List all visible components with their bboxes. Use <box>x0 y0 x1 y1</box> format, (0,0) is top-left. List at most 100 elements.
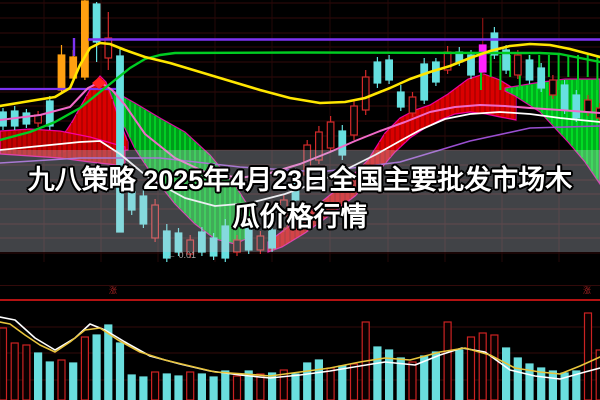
candle-body <box>420 63 429 101</box>
candle-body <box>350 105 358 136</box>
volume-bar <box>455 349 464 400</box>
candle-body <box>174 232 183 253</box>
candle-body <box>467 54 475 76</box>
volume-bar <box>478 332 487 400</box>
headline-line-1: 九八策略 2025年4月23日全国主要批发市场木 <box>27 165 573 195</box>
volume-bar <box>33 352 43 400</box>
volume-panel <box>0 285 600 400</box>
volume-bar <box>0 327 8 400</box>
candle-body <box>139 195 148 225</box>
candle-body <box>151 204 160 239</box>
candle-body <box>373 61 382 84</box>
candle-body <box>560 84 569 111</box>
white-ma-line <box>0 111 600 207</box>
volume-bar <box>408 361 417 400</box>
volume-bar <box>431 351 440 400</box>
volume-bar <box>314 359 323 400</box>
candle-body <box>268 229 276 249</box>
volume-bar <box>326 367 335 400</box>
volume-bar <box>502 347 511 400</box>
candle-body <box>513 54 522 76</box>
candle-body <box>385 59 393 81</box>
candle-body <box>209 237 218 257</box>
candle-body <box>408 96 417 114</box>
volume-bar <box>338 365 347 400</box>
volume-bar <box>162 373 171 400</box>
volume-bar <box>572 370 581 400</box>
volume-bar <box>291 373 300 400</box>
volume-bar <box>279 369 288 400</box>
candle-body <box>116 55 124 233</box>
volume-bar <box>385 349 394 400</box>
candle-body <box>361 76 370 111</box>
volume-bar <box>525 363 534 400</box>
candle-body <box>198 231 206 253</box>
candle-body <box>537 67 546 89</box>
candle-body <box>326 121 335 149</box>
volume-bar <box>548 370 558 400</box>
candle-body <box>548 79 557 96</box>
volume-bar <box>443 321 452 400</box>
volume-bar <box>256 373 265 400</box>
candle-body <box>502 49 510 71</box>
candle-body <box>525 59 534 81</box>
volume-yellow-ma <box>0 321 600 377</box>
candle-body <box>162 230 171 259</box>
yellow-ma-line <box>0 41 600 108</box>
volume-bar <box>583 312 593 400</box>
candle-body <box>92 3 101 43</box>
volume-bar <box>45 361 54 400</box>
volume-bar <box>127 374 136 400</box>
candle-body <box>256 235 265 251</box>
volume-bar <box>22 344 31 400</box>
volume-bar <box>139 376 148 400</box>
price-annotation: ← 0.01 <box>167 250 197 260</box>
candle-body <box>338 130 347 156</box>
volume-bar <box>174 375 183 400</box>
candle-body <box>221 225 230 259</box>
candle-body <box>584 99 592 113</box>
candle-body <box>396 91 405 108</box>
candle-body <box>244 227 253 251</box>
candle-body <box>57 54 66 91</box>
volume-bar <box>349 363 359 400</box>
volume-bar <box>396 357 405 400</box>
green-ma-line <box>0 51 600 142</box>
watermark-glyph-right: 涨 <box>583 286 591 295</box>
candle-body <box>186 239 195 255</box>
headline: 九八策略 2025年4月23日全国主要批发市场木 瓜价格行情 <box>0 162 600 236</box>
volume-bar <box>232 375 242 400</box>
candle-body <box>478 44 487 73</box>
diamond-marker <box>92 77 106 89</box>
candle-body <box>80 0 89 78</box>
candle-body <box>127 180 136 211</box>
candle-body <box>315 131 323 161</box>
volume-bar <box>186 371 195 400</box>
volume-bar <box>209 376 218 400</box>
volume-bar <box>57 359 66 400</box>
volume-bar <box>537 367 546 400</box>
volume-bar <box>197 373 206 400</box>
volume-bar <box>268 372 277 400</box>
volume-bar <box>490 334 499 400</box>
volume-bar <box>513 357 522 400</box>
headline-line-2: 瓜价格行情 <box>232 202 368 232</box>
candle-body <box>233 239 241 253</box>
volume-bar <box>10 342 19 400</box>
volume-bar <box>244 370 253 400</box>
volume-bar <box>303 362 312 400</box>
volume-bar <box>466 336 476 400</box>
candle-body <box>104 37 113 59</box>
volume-bar <box>104 324 113 400</box>
volume-bar <box>92 334 101 400</box>
kline-panel <box>0 0 600 262</box>
candle-body <box>490 32 499 56</box>
volume-bar <box>221 370 230 400</box>
violet-ma-line <box>0 125 600 173</box>
watermark-glyph-left: 涨 <box>109 286 117 295</box>
volume-bar <box>69 362 78 400</box>
candle-body <box>279 199 288 229</box>
volume-bar <box>115 342 125 400</box>
volume-bar <box>80 336 90 400</box>
